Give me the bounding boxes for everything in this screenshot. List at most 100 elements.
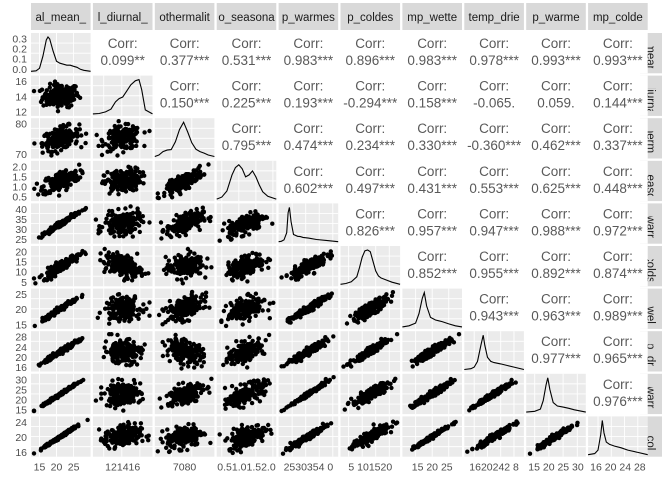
data-point <box>139 351 144 356</box>
data-point <box>390 290 396 295</box>
data-point <box>47 131 53 136</box>
data-point <box>111 252 116 257</box>
data-point <box>203 275 208 280</box>
data-point <box>128 186 133 192</box>
data-point <box>59 89 65 95</box>
corr-label: Corr: <box>541 249 571 264</box>
panel-r4-c5: Corr:0.602*** <box>278 160 339 202</box>
data-point <box>286 360 291 365</box>
data-point <box>171 218 176 223</box>
corr-label: Corr: <box>479 121 509 136</box>
data-point <box>190 351 195 356</box>
data-point <box>67 137 72 143</box>
data-point <box>174 212 179 218</box>
data-point <box>357 308 362 314</box>
data-point <box>351 316 356 322</box>
data-point <box>230 220 235 226</box>
data-point <box>164 271 169 277</box>
data-point <box>83 131 89 136</box>
scatter-points <box>32 292 85 329</box>
data-point <box>100 180 105 186</box>
data-point <box>111 359 116 364</box>
panel-r4-c10: Corr:0.448*** <box>588 160 648 202</box>
panel-r7-c9: Corr:0.963*** <box>526 288 586 329</box>
data-point <box>321 294 327 300</box>
data-point <box>79 145 84 150</box>
data-point <box>179 343 184 348</box>
scatter-points <box>155 162 211 201</box>
corr-label: Corr: <box>541 79 571 94</box>
data-point <box>116 206 121 212</box>
data-point <box>71 84 77 89</box>
data-point <box>160 339 165 345</box>
corr-label: Corr: <box>355 164 385 179</box>
data-point <box>116 230 121 235</box>
data-point <box>58 173 63 178</box>
data-point <box>68 94 73 100</box>
panel-r5-c8: Corr:0.947*** <box>464 203 524 244</box>
data-point <box>293 276 298 281</box>
data-point <box>49 149 55 155</box>
data-point <box>147 300 152 305</box>
data-point <box>75 130 80 136</box>
top-strip-9: p_warme <box>526 3 586 30</box>
data-point <box>324 337 330 342</box>
data-point <box>68 257 73 262</box>
data-point <box>106 212 111 218</box>
data-point <box>63 168 69 173</box>
data-point <box>62 93 68 99</box>
data-point <box>136 312 141 317</box>
data-point <box>142 173 147 178</box>
data-point <box>193 168 198 173</box>
data-point <box>253 313 258 318</box>
data-point <box>83 140 88 146</box>
data-point <box>313 258 318 263</box>
data-point <box>65 132 71 137</box>
data-point <box>107 269 113 274</box>
data-point <box>52 79 58 84</box>
data-point <box>71 297 76 303</box>
corr-value: 0.957*** <box>407 223 457 238</box>
scatter-points <box>36 205 89 240</box>
data-point <box>96 231 101 236</box>
data-point <box>217 238 222 243</box>
data-point <box>289 276 294 281</box>
data-point <box>179 366 184 371</box>
data-point <box>182 310 188 315</box>
data-point <box>116 192 121 197</box>
corr-value: 0.431*** <box>407 181 457 196</box>
data-point <box>189 293 195 299</box>
data-point <box>134 268 139 273</box>
data-point <box>312 298 317 304</box>
data-point <box>287 320 292 325</box>
data-point <box>240 274 246 279</box>
data-point <box>60 349 66 354</box>
data-point <box>243 310 249 315</box>
data-point <box>78 168 83 173</box>
corr-label: Corr: <box>293 79 323 94</box>
corr-label: Corr: <box>541 121 571 136</box>
data-point <box>190 301 195 306</box>
data-point <box>173 313 178 319</box>
panel-r3-c2 <box>92 118 153 159</box>
data-point <box>187 353 192 358</box>
data-point <box>109 306 114 311</box>
data-point <box>125 121 131 127</box>
data-point <box>252 214 257 220</box>
data-point <box>106 261 111 266</box>
data-point <box>260 308 265 313</box>
data-point <box>80 336 85 341</box>
panel-r3-c4: Corr:0.795*** <box>216 118 277 159</box>
data-point <box>155 195 160 200</box>
data-point <box>38 99 44 105</box>
panel-r6-c4 <box>216 246 277 287</box>
data-point <box>124 145 129 151</box>
panel-r5-c3 <box>154 203 215 244</box>
data-point <box>170 316 176 322</box>
panel-r6-c5 <box>278 246 339 287</box>
data-point <box>115 292 121 297</box>
data-point <box>179 338 184 344</box>
data-point <box>59 130 65 135</box>
panel-r5-c10: Corr:0.972*** <box>588 203 648 244</box>
data-point <box>196 165 201 171</box>
